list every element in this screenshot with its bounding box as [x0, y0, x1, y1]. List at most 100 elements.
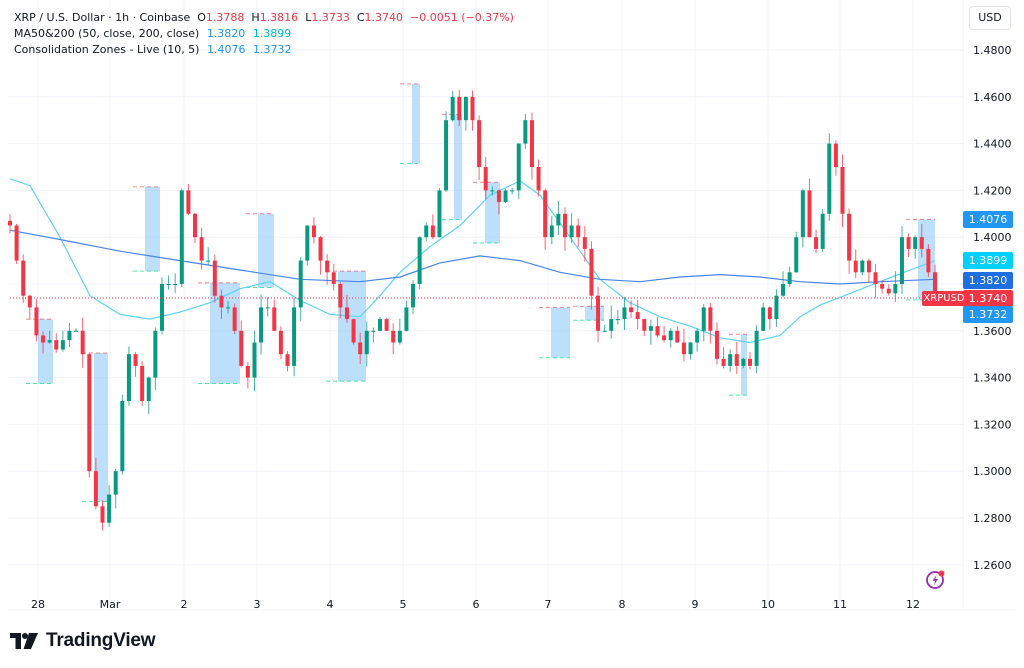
candle-up	[126, 354, 131, 401]
currency-button[interactable]: USD	[969, 6, 1011, 30]
price-tick: 1.3200	[973, 418, 1012, 431]
candle-down	[675, 330, 680, 343]
candle-down	[477, 120, 482, 167]
candle-down	[318, 237, 323, 261]
candle-down	[457, 96, 462, 121]
ma-indicator-row[interactable]: MA50&200 (50, close, 200, close) 1.3820 …	[14, 26, 514, 42]
candle-up	[146, 377, 151, 401]
candle-down	[100, 506, 105, 523]
candle-up	[411, 284, 416, 308]
candle-down	[543, 190, 548, 238]
consolidation-zone	[412, 83, 420, 164]
candle-up	[622, 307, 627, 320]
candle-down	[199, 237, 204, 261]
low-value: 1.3733	[311, 11, 350, 24]
candle-up	[298, 260, 303, 308]
candle-up	[159, 284, 164, 331]
symbol-title: XRP / U.S. Dollar · 1h · Coinbase	[14, 11, 191, 24]
candle-down	[635, 312, 640, 320]
candle-up	[893, 284, 898, 294]
consolidation-zone	[258, 213, 274, 288]
candle-down	[563, 213, 567, 238]
candle-up	[166, 284, 171, 285]
change-value: −0.0051 (−0.37%)	[410, 11, 514, 24]
candle-down	[483, 167, 488, 191]
candle-down	[596, 295, 601, 331]
ma50-value: 1.3899	[252, 27, 292, 40]
candle-up	[761, 307, 766, 331]
candle-down	[311, 225, 316, 238]
cz-bottom-value: 1.3732	[252, 43, 292, 56]
candle-down	[384, 319, 389, 331]
consolidation-zone	[145, 186, 160, 272]
candle-down	[325, 260, 330, 273]
candle-down	[748, 358, 752, 366]
consolidation-zone	[38, 319, 53, 384]
candle-down	[814, 237, 819, 249]
consolidation-zone	[94, 353, 108, 502]
price-tick: 1.4200	[973, 184, 1012, 197]
price-tick: 1.2800	[973, 512, 1012, 525]
candle-down	[93, 471, 98, 507]
tradingview-logo[interactable]: TradingView	[10, 630, 156, 652]
price-tick: 1.3000	[973, 465, 1012, 478]
cz-label: Consolidation Zones - Live (10, 5)	[14, 43, 200, 56]
candle-up	[179, 190, 184, 284]
price-tag: 1.3820	[963, 272, 1013, 289]
candle-down	[21, 260, 26, 296]
consolidation-zone	[585, 306, 604, 321]
candle-up	[688, 342, 693, 355]
time-tick: 12	[906, 598, 920, 611]
candle-up	[913, 237, 918, 249]
ma200-value: 1.3820	[206, 27, 246, 40]
candle-down	[926, 248, 931, 273]
price-tick: 1.4000	[973, 231, 1012, 244]
time-tick: 8	[619, 598, 626, 611]
time-tick: 11	[833, 598, 847, 611]
candle-down	[807, 190, 812, 238]
price-tag: 1.3732	[963, 306, 1013, 323]
candle-up	[404, 307, 409, 331]
candle-down	[714, 330, 719, 359]
candle-down	[655, 326, 660, 336]
candle-up	[609, 319, 614, 331]
candle-down	[866, 260, 871, 273]
candle-down	[721, 358, 726, 366]
candle-up	[701, 307, 706, 331]
time-tick: 9	[692, 598, 699, 611]
candle-up	[602, 330, 607, 332]
candle-down	[933, 272, 937, 299]
candle-up	[860, 260, 865, 273]
candle-up	[226, 307, 231, 309]
time-tick: 2	[181, 598, 188, 611]
price-tick: 1.4600	[973, 91, 1012, 104]
candle-down	[529, 120, 534, 167]
candle-down	[681, 342, 686, 355]
candle-up	[206, 260, 211, 262]
consolidation-zones	[26, 83, 935, 503]
candle-down	[886, 288, 891, 294]
cz-indicator-row[interactable]: Consolidation Zones - Live (10, 5) 1.407…	[14, 42, 514, 58]
candle-up	[503, 190, 508, 203]
candle-down	[662, 335, 667, 341]
candle-up	[800, 190, 805, 238]
time-tick: 3	[254, 598, 261, 611]
candle-down	[278, 330, 283, 355]
time-axis: 28 Mar 2 3 4 5 6 7 8 9 10 11 12	[31, 598, 920, 611]
candle-up	[787, 272, 792, 284]
candle-down	[906, 237, 911, 249]
alert-bolt-icon[interactable]	[925, 568, 947, 590]
candle-up	[463, 96, 468, 121]
price-tag: 1.4076	[963, 211, 1013, 228]
candle-up	[397, 330, 402, 343]
candle-up	[417, 237, 422, 284]
brand-name: TradingView	[46, 630, 156, 651]
candle-up	[47, 340, 52, 343]
candle-down	[589, 248, 594, 296]
candle-down	[840, 167, 845, 214]
candle-down	[536, 167, 541, 191]
time-tick: 4	[327, 598, 334, 611]
candle-up	[292, 307, 297, 366]
candle-down	[140, 365, 145, 401]
